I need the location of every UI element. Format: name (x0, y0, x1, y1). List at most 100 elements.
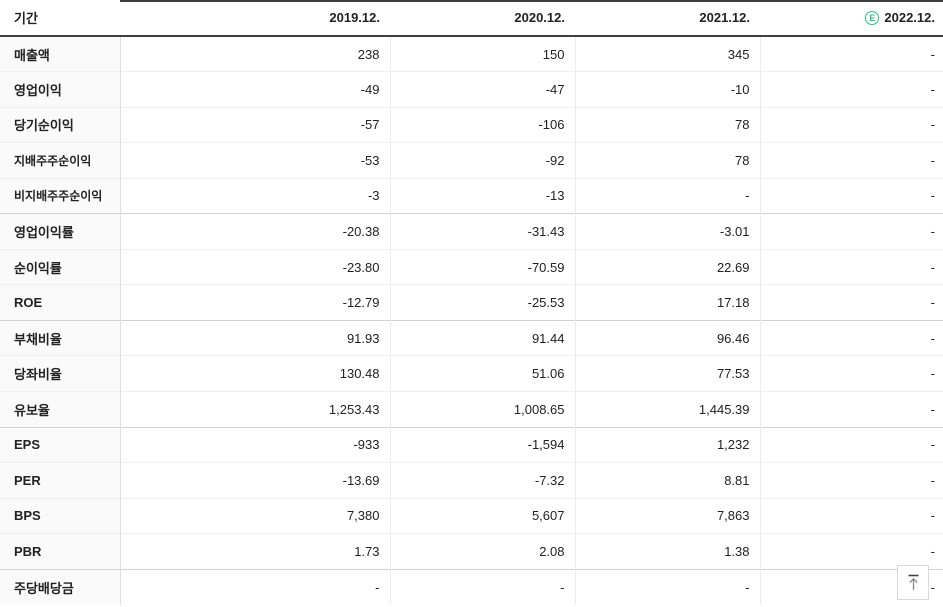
value-cell: -7.32 (390, 462, 576, 499)
row-label: 영업이익률 (0, 213, 121, 250)
value-cell: - (760, 284, 943, 321)
table-row: 지배주주순이익 -53 -92 78- (0, 142, 943, 179)
value-cell: -25.53 (390, 284, 576, 321)
column-header-period: 2021.12. (575, 0, 760, 37)
table-body: 매출액 238 150 345- 영업이익 -49 -47 -10- 당기순이익 -57 -106 7… (0, 35, 943, 605)
table-row: PER -13.69 -7.32 8.81- (0, 462, 943, 499)
value-cell: 5,607 (390, 497, 576, 534)
value-cell: -57 (120, 106, 391, 143)
column-header-period: E 2022.12. (760, 0, 943, 37)
table-row: 영업이익률 -20.38 -31.43 -3.01- (0, 213, 943, 250)
table-row: ROE -12.79 -25.53 17.18- (0, 284, 943, 321)
table-row: 주당배당금 - - - - (0, 568, 943, 605)
table-row: BPS 7,380 5,607 7,863- (0, 497, 943, 534)
value-cell: 1,008.65 (390, 390, 576, 428)
value-cell: -13.69 (120, 462, 391, 499)
period-header: 기간 (0, 0, 120, 37)
value-cell: 130.48 (120, 355, 391, 392)
value-cell: 1,445.39 (575, 390, 761, 428)
value-cell: -3.01 (575, 213, 761, 250)
value-cell: -13 (390, 177, 576, 214)
value-cell: 78 (575, 142, 761, 179)
value-cell: -933 (120, 426, 391, 463)
value-cell: - (760, 142, 943, 179)
value-cell: 77.53 (575, 355, 761, 392)
value-cell: -3 (120, 177, 391, 214)
column-header-label: 2019.12. (329, 10, 380, 25)
value-cell: 8.81 (575, 462, 761, 499)
value-cell: -70.59 (390, 248, 576, 285)
row-label: 비지배주주순이익 (0, 177, 121, 214)
row-label: 부채비율 (0, 319, 121, 356)
column-header-label: 2020.12. (514, 10, 565, 25)
value-cell: 1,232 (575, 426, 761, 463)
value-cell: - (760, 35, 943, 72)
row-label: 당좌비율 (0, 355, 121, 392)
value-cell: -92 (390, 142, 576, 179)
value-cell: - (760, 319, 943, 356)
value-cell: 1.73 (120, 533, 391, 570)
value-cell: -10 (575, 71, 761, 108)
value-cell: -12.79 (120, 284, 391, 321)
value-cell: - (760, 71, 943, 108)
value-cell: - (120, 568, 391, 605)
row-label: PBR (0, 533, 121, 570)
column-header-period: 2019.12. (120, 0, 390, 37)
value-cell: - (760, 355, 943, 392)
value-cell: - (760, 426, 943, 463)
value-cell: - (760, 497, 943, 534)
estimate-icon: E (865, 11, 880, 25)
table-row: 부채비율 91.93 91.44 96.46- (0, 319, 943, 356)
value-cell: - (760, 248, 943, 285)
value-cell: 2.08 (390, 533, 576, 570)
row-label: ROE (0, 284, 121, 321)
header-row: 기간 2019.12. 2020.12. 2021.12. E 2022.12. (0, 0, 943, 37)
value-cell: 91.44 (390, 319, 576, 356)
value-cell: -47 (390, 71, 576, 108)
table-row: 유보율 1,253.43 1,008.65 1,445.39- (0, 390, 943, 428)
value-cell: 1.38 (575, 533, 761, 570)
value-cell: 96.46 (575, 319, 761, 356)
value-cell: - (390, 568, 576, 605)
value-cell: -1,594 (390, 426, 576, 463)
value-cell: -53 (120, 142, 391, 179)
table-top-rule (120, 0, 943, 2)
value-cell: 1,253.43 (120, 390, 391, 428)
row-label: BPS (0, 497, 121, 534)
row-label: EPS (0, 426, 121, 463)
row-label: 유보율 (0, 390, 121, 428)
row-label: 영업이익 (0, 71, 121, 108)
value-cell: 17.18 (575, 284, 761, 321)
scroll-to-top-button[interactable] (897, 565, 929, 600)
value-cell: - (760, 177, 943, 214)
value-cell: -31.43 (390, 213, 576, 250)
table-row: 영업이익 -49 -47 -10- (0, 71, 943, 108)
column-header-label: 2022.12. (884, 10, 935, 25)
row-label: 당기순이익 (0, 106, 121, 143)
row-label: 지배주주순이익 (0, 142, 121, 179)
value-cell: - (575, 177, 761, 214)
value-cell: 22.69 (575, 248, 761, 285)
value-cell: - (760, 106, 943, 143)
value-cell: - (575, 568, 761, 605)
row-label: 주당배당금 (0, 568, 121, 605)
table-row: 당기순이익 -57 -106 78- (0, 106, 943, 143)
value-cell: 91.93 (120, 319, 391, 356)
value-cell: -23.80 (120, 248, 391, 285)
value-cell: 150 (390, 35, 576, 72)
value-cell: -106 (390, 106, 576, 143)
value-cell: 78 (575, 106, 761, 143)
value-cell: - (760, 533, 943, 570)
column-header-label: 2021.12. (699, 10, 750, 25)
table-row: EPS -933 -1,594 1,232- (0, 426, 943, 463)
row-label: 순이익률 (0, 248, 121, 285)
value-cell: - (760, 462, 943, 499)
table-row: 비지배주주순이익 -3 -13- - (0, 177, 943, 214)
table-row: PBR 1.73 2.08 1.38- (0, 533, 943, 570)
value-cell: -49 (120, 71, 391, 108)
table-row: 매출액 238 150 345- (0, 35, 943, 72)
value-cell: 7,863 (575, 497, 761, 534)
value-cell: -20.38 (120, 213, 391, 250)
value-cell: 345 (575, 35, 761, 72)
